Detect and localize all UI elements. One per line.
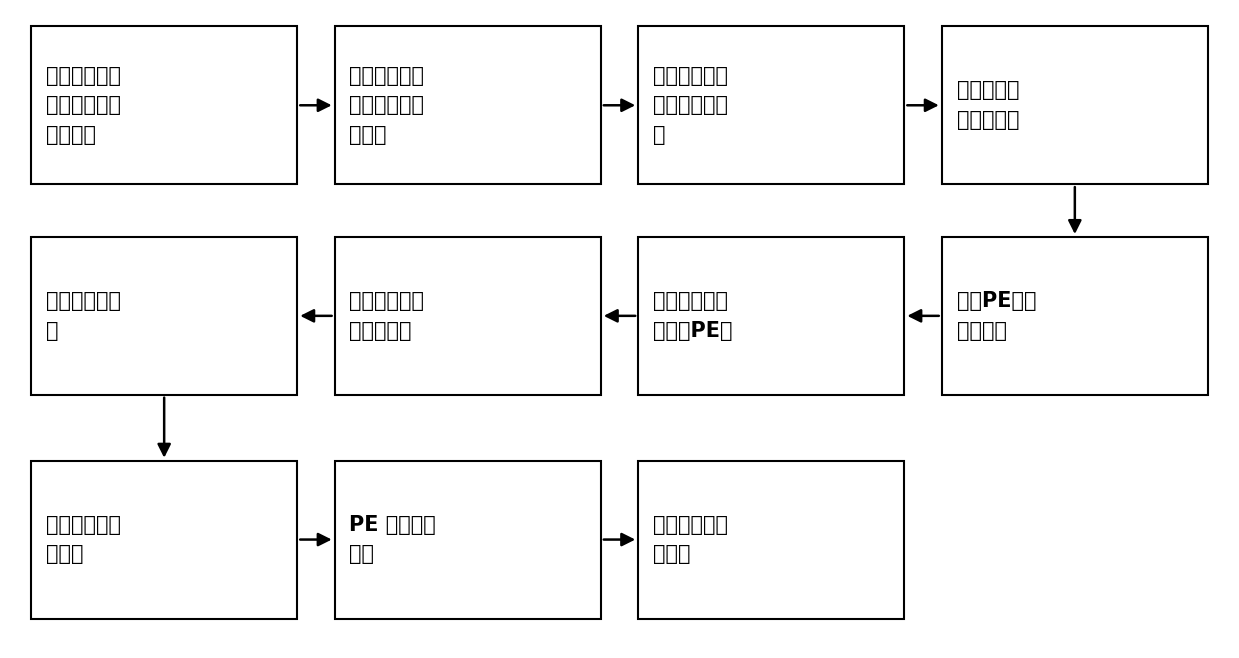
FancyBboxPatch shape: [31, 461, 297, 619]
Text: 灌注水下混凝
土: 灌注水下混凝 土: [46, 291, 121, 341]
Text: 用圆弧段、套
筒组装单节钢
管骨架: 用圆弧段、套 筒组装单节钢 管骨架: [349, 66, 425, 145]
Text: 检测桩身结构
完整性: 检测桩身结构 完整性: [653, 515, 729, 565]
FancyBboxPatch shape: [335, 237, 601, 395]
FancyBboxPatch shape: [31, 237, 297, 395]
Text: 拔升、拆卸钢
管骨架: 拔升、拆卸钢 管骨架: [46, 515, 121, 565]
FancyBboxPatch shape: [31, 26, 297, 184]
Text: 安装工作圆
盘和提升架: 安装工作圆 盘和提升架: [957, 80, 1018, 130]
FancyBboxPatch shape: [638, 237, 904, 395]
Text: 安装PE管下
封口装置: 安装PE管下 封口装置: [957, 291, 1036, 341]
FancyBboxPatch shape: [942, 26, 1208, 184]
FancyBboxPatch shape: [638, 461, 904, 619]
FancyBboxPatch shape: [335, 461, 601, 619]
FancyBboxPatch shape: [942, 237, 1208, 395]
Text: 制作链接片、
挡块、套筒、
圆弧段等: 制作链接片、 挡块、套筒、 圆弧段等: [46, 66, 121, 145]
Text: 现场钢管骨架
连接、安装下
放: 现场钢管骨架 连接、安装下 放: [653, 66, 729, 145]
FancyBboxPatch shape: [335, 26, 601, 184]
Text: 安装无间断声
测管即PE管: 安装无间断声 测管即PE管: [653, 291, 732, 341]
Text: 安装导管施工
平台和导管: 安装导管施工 平台和导管: [349, 291, 425, 341]
Text: PE 管内污水
清理: PE 管内污水 清理: [349, 515, 436, 565]
FancyBboxPatch shape: [638, 26, 904, 184]
